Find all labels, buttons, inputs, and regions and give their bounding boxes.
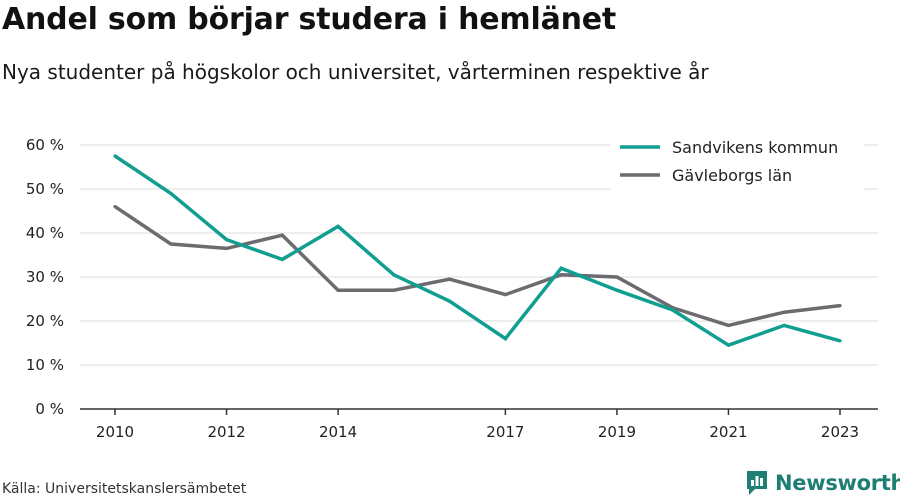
data-point	[448, 277, 452, 281]
data-point	[615, 288, 619, 292]
data-point	[280, 233, 284, 237]
legend-label: Gävleborgs län	[672, 166, 792, 185]
y-tick-label: 30 %	[26, 268, 64, 286]
data-point	[392, 288, 396, 292]
legend-label: Sandvikens kommun	[672, 138, 838, 157]
data-point	[503, 293, 507, 297]
x-tick-label: 2019	[598, 423, 636, 441]
bar-chart-icon	[747, 471, 767, 495]
chart-subtitle: Nya studenter på högskolor och universit…	[2, 60, 709, 84]
data-point	[448, 299, 452, 303]
data-point	[503, 337, 507, 341]
data-point	[726, 343, 731, 347]
y-tick-label: 0 %	[35, 400, 64, 418]
series-line	[114, 154, 841, 348]
x-tick-label: 2017	[486, 423, 524, 441]
data-point	[726, 323, 731, 327]
chart-title: Andel som börjar studera i hemlänet	[2, 2, 617, 37]
data-point	[838, 304, 842, 308]
x-tick-label: 2010	[96, 423, 134, 441]
y-tick-label: 40 %	[26, 224, 64, 242]
data-point	[113, 205, 117, 209]
brand-name: Newsworthy	[775, 471, 900, 495]
data-point	[336, 288, 340, 292]
line-chart: 0 % 10 % 20 % 30 % 40 % 50 % 60 % 2010 2012 2014…	[25, 131, 878, 441]
data-point	[224, 238, 229, 242]
data-point	[169, 191, 173, 195]
y-axis-ticks: 0 % 10 % 20 % 30 % 40 % 50 % 60 %	[26, 136, 64, 418]
y-tick-label: 60 %	[26, 136, 64, 154]
x-tick-label: 2021	[709, 423, 747, 441]
series-line	[114, 205, 841, 328]
data-point	[782, 323, 786, 327]
legend: Sandvikens kommun Gävleborgs län	[611, 131, 864, 191]
data-point	[671, 308, 675, 312]
newsworthy-logo: Newsworthy	[745, 468, 900, 498]
data-point	[392, 273, 396, 277]
x-tick-label: 2014	[319, 423, 357, 441]
y-tick-label: 50 %	[26, 180, 64, 198]
x-tick-label: 2023	[821, 423, 859, 441]
x-axis: 2010 2012 2014 2017 2019 2021 2023	[80, 408, 878, 441]
data-point	[336, 224, 340, 228]
data-point	[615, 275, 619, 279]
data-point	[838, 339, 842, 343]
data-point	[782, 310, 786, 314]
source-note: Källa: Universitetskanslersämbetet	[2, 481, 247, 497]
data-point	[280, 257, 284, 261]
x-tick-label: 2012	[207, 423, 245, 441]
data-point	[559, 266, 563, 270]
y-tick-label: 10 %	[26, 356, 64, 374]
data-point	[224, 246, 229, 250]
legend-background	[611, 131, 864, 191]
y-tick-label: 20 %	[26, 312, 64, 330]
data-point	[559, 273, 563, 277]
data-point	[113, 154, 117, 158]
series-lines	[113, 154, 842, 348]
data-point	[169, 242, 173, 246]
